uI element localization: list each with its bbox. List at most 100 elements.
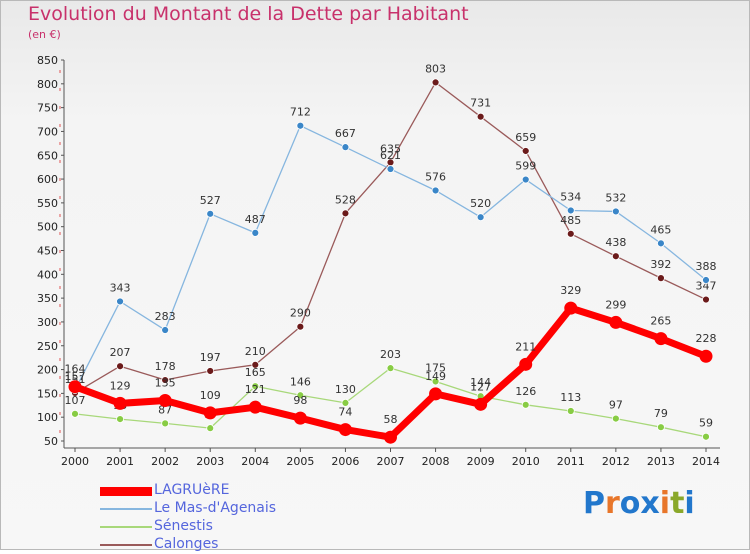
data-label-le-mas-d-agenais: 621 [380, 149, 401, 162]
x-tick-label: 2012 [602, 455, 630, 468]
legend-swatch [100, 526, 152, 528]
data-point-s-nestis [702, 432, 710, 441]
data-label-le-mas-d-agenais: 487 [245, 213, 266, 226]
data-label-s-nestis: 113 [560, 391, 581, 404]
data-point-lagru-re [338, 423, 352, 437]
data-label-le-mas-d-agenais: 712 [290, 106, 311, 119]
data-label-s-nestis: 87 [158, 403, 172, 416]
data-label-s-nestis: 126 [515, 385, 536, 398]
x-tick-label: 2008 [422, 455, 450, 468]
data-label-s-nestis: 97 [609, 399, 623, 412]
data-label-calonges: 803 [425, 62, 446, 75]
data-label-le-mas-d-agenais: 527 [200, 194, 221, 207]
x-tick-label: 2005 [286, 455, 314, 468]
data-label-lagru-re: 58 [384, 413, 398, 426]
legend-swatch [100, 486, 152, 496]
legend-label: Sénestis [154, 518, 213, 534]
data-point-le-mas-d-agenais [657, 239, 665, 248]
logo-letter: x [640, 486, 660, 521]
data-label-lagru-re: 121 [245, 383, 266, 396]
data-point-lagru-re [248, 400, 262, 414]
data-label-calonges: 731 [470, 97, 491, 110]
data-point-calonges [161, 376, 170, 384]
data-point-lagru-re [384, 430, 397, 444]
data-point-lagru-re [609, 315, 623, 329]
data-point-calonges [296, 322, 305, 331]
y-tick-label: 750 [37, 102, 58, 115]
legend-swatch [100, 508, 152, 510]
data-label-lagru-re: 109 [200, 389, 221, 402]
x-tick-label: 2010 [512, 455, 540, 468]
data-point-lagru-re [519, 357, 533, 371]
data-label-s-nestis: 203 [380, 348, 401, 361]
logo-letter: r [605, 486, 620, 521]
data-point-le-mas-d-agenais [521, 175, 530, 184]
legend-label: Calonges [154, 536, 219, 552]
data-point-lagru-re [654, 332, 668, 346]
data-label-lagru-re: 299 [605, 298, 626, 311]
data-point-lagru-re [293, 411, 307, 425]
data-label-s-nestis: 146 [290, 375, 311, 388]
y-tick-label: 150 [37, 387, 58, 400]
data-label-lagru-re: 149 [425, 370, 446, 383]
line-chart: 50 100 150 200 250 300 350 400 450 500 550 600 650 70… [37, 54, 720, 468]
data-label-s-nestis: 79 [654, 407, 668, 420]
data-point-le-mas-d-agenais [702, 276, 710, 284]
data-label-s-nestis: 144 [470, 376, 491, 389]
data-point-le-mas-d-agenais [386, 165, 395, 173]
legend-swatch [100, 544, 152, 546]
data-label-le-mas-d-agenais: 283 [155, 310, 176, 323]
data-point-lagru-re [113, 396, 127, 410]
data-point-s-nestis [431, 377, 440, 386]
data-label-le-mas-d-agenais: 667 [335, 127, 356, 140]
data-label-lagru-re: 211 [515, 340, 536, 353]
data-label-calonges: 347 [696, 280, 717, 293]
data-point-le-mas-d-agenais [611, 207, 620, 216]
data-point-s-nestis [296, 391, 305, 400]
data-point-calonges [476, 112, 485, 121]
data-point-le-mas-d-agenais [206, 209, 215, 218]
x-tick-label: 2004 [241, 455, 269, 468]
legend-label: LAGRUèRE [154, 482, 230, 498]
data-label-s-nestis: 107 [65, 394, 86, 407]
data-label-calonges: 635 [380, 142, 401, 155]
data-label-le-mas-d-agenais: 520 [470, 197, 491, 210]
x-tick-label: 2006 [331, 455, 359, 468]
y-tick-label: 400 [37, 268, 58, 281]
data-label-lagru-re: 164 [65, 363, 86, 376]
data-point-le-mas-d-agenais [476, 213, 485, 222]
data-point-calonges [206, 367, 215, 375]
data-point-s-nestis [521, 400, 530, 409]
data-label-le-mas-d-agenais: 465 [650, 223, 671, 236]
data-point-s-nestis [206, 424, 215, 433]
data-label-lagru-re: 74 [338, 406, 352, 419]
data-label-le-mas-d-agenais: 599 [515, 160, 536, 173]
data-label-calonges: 438 [605, 236, 626, 249]
logo-letter: i [659, 486, 671, 521]
data-point-s-nestis [657, 423, 665, 432]
data-label-calonges: 207 [110, 346, 131, 359]
y-tick-label: 550 [37, 197, 58, 210]
y-tick-label: 450 [37, 245, 58, 258]
logo-letter: i [684, 486, 695, 521]
data-label-lagru-re: 329 [560, 284, 581, 297]
data-point-s-nestis [611, 414, 620, 423]
x-tick-label: 2007 [377, 455, 405, 468]
data-point-le-mas-d-agenais [431, 186, 440, 195]
data-point-le-mas-d-agenais [251, 228, 260, 237]
data-label-le-mas-d-agenais: 532 [605, 191, 626, 204]
data-point-le-mas-d-agenais [566, 206, 575, 215]
data-point-s-nestis [566, 407, 575, 415]
x-tick-label: 2009 [467, 455, 495, 468]
data-label-calonges: 392 [650, 258, 671, 271]
data-point-s-nestis [116, 415, 124, 423]
data-point-calonges [611, 252, 620, 261]
data-label-calonges: 528 [335, 193, 356, 206]
data-label-calonges: 485 [560, 214, 581, 227]
data-label-lagru-re: 228 [696, 332, 717, 345]
data-label-calonges: 151 [65, 373, 86, 386]
data-label-lagru-re: 129 [110, 379, 131, 392]
data-label-s-nestis: 175 [425, 361, 446, 374]
y-tick-label: 300 [37, 316, 58, 329]
data-point-lagru-re [158, 394, 172, 408]
